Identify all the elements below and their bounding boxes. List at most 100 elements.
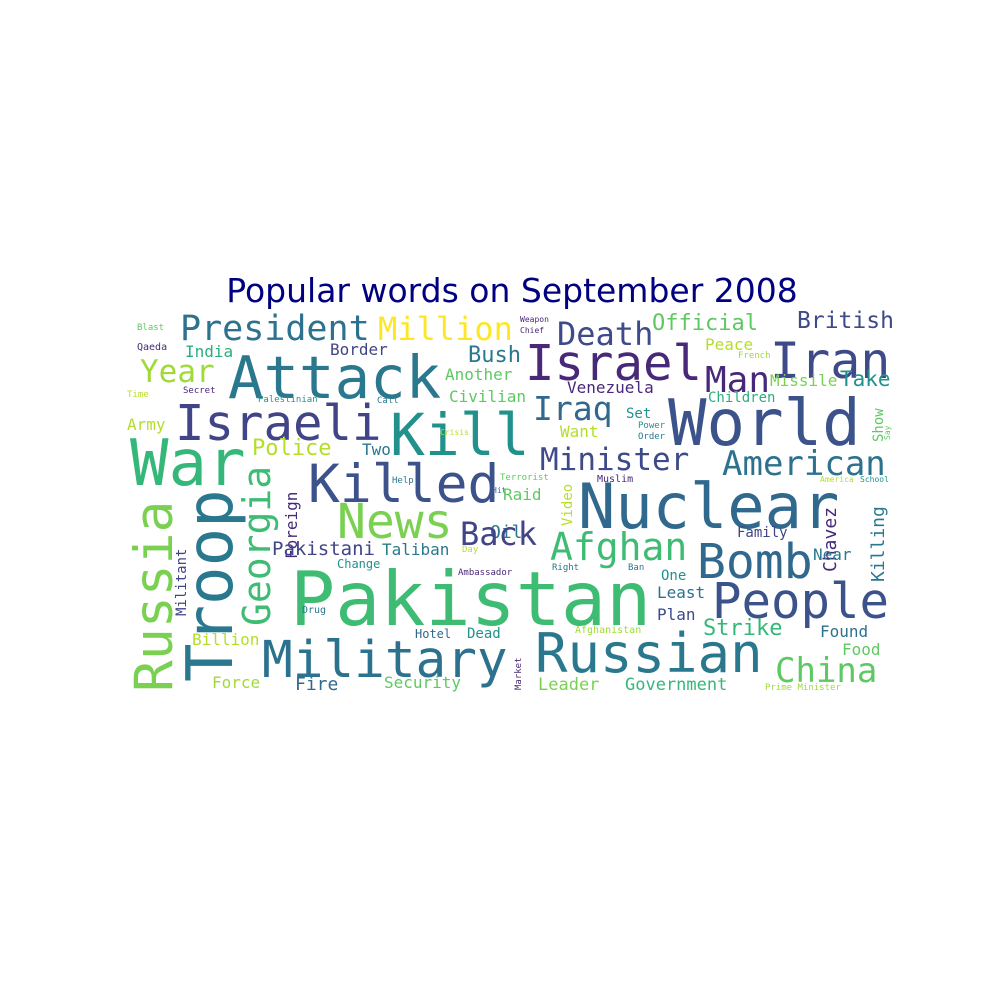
word: Iran: [770, 332, 890, 390]
word: Army: [127, 415, 166, 434]
word: Want: [560, 422, 599, 441]
word: Minister: [540, 442, 689, 478]
word: Muslim: [597, 474, 633, 485]
word: Qaeda: [137, 342, 167, 353]
word: Killing: [868, 506, 889, 582]
word: Plan: [657, 605, 696, 624]
word: Order: [638, 432, 666, 442]
word: Palestinian: [258, 395, 318, 405]
word: Blast: [137, 323, 164, 333]
word: British: [797, 308, 894, 334]
word: President: [180, 309, 370, 349]
word: Found: [820, 622, 868, 641]
word: Weapon: [520, 315, 549, 324]
word: Back: [460, 515, 537, 553]
word: Drug: [302, 605, 326, 616]
word: Hit: [492, 486, 507, 495]
word: Police: [252, 436, 331, 461]
word: Set: [626, 406, 651, 422]
word: Year: [140, 354, 215, 390]
word: Raid: [503, 485, 542, 504]
word: America: [820, 475, 854, 484]
word: Force: [212, 673, 260, 692]
word: World: [668, 387, 861, 461]
word: Family: [737, 525, 788, 541]
word: Billion: [192, 630, 259, 649]
word: Fire: [295, 674, 338, 695]
word: Civilian: [449, 387, 526, 406]
word: China: [775, 651, 877, 691]
word: Two: [362, 440, 391, 459]
word: Taliban: [382, 540, 449, 559]
word: Security: [384, 673, 461, 692]
word: Bush: [468, 343, 521, 368]
word: Least: [657, 583, 705, 602]
word: Military: [262, 631, 508, 690]
word: Children: [708, 390, 775, 406]
word: Georgia: [235, 466, 279, 626]
word: Change: [337, 557, 380, 571]
word: Ambassador: [458, 568, 513, 578]
word: Venezuela: [567, 378, 654, 397]
chart-title: Popular words on September 2008: [226, 271, 798, 310]
word: Pakistani: [272, 538, 375, 560]
word: Oil: [490, 522, 523, 543]
word: India: [185, 342, 233, 361]
word: Prime Minister: [765, 683, 841, 693]
word: War: [130, 427, 246, 501]
word: Troop: [174, 489, 248, 682]
word: Dead: [467, 626, 501, 642]
word: Ban: [628, 563, 644, 573]
word: Strike: [703, 616, 782, 641]
word: Attack: [228, 343, 441, 412]
word: Israel: [525, 335, 702, 392]
word: Missile: [770, 371, 837, 390]
word: Take: [840, 367, 891, 391]
word: News: [337, 494, 453, 550]
word: Another: [445, 365, 513, 384]
word: Bomb: [697, 534, 813, 590]
word: Border: [330, 340, 388, 359]
word: One: [661, 568, 686, 584]
word: School: [860, 475, 889, 484]
word: People: [712, 573, 889, 630]
word: Afghan: [550, 525, 687, 569]
word: Hotel: [415, 627, 451, 641]
word: Say: [883, 425, 892, 440]
word: Video: [560, 484, 576, 526]
word: Near: [813, 545, 852, 564]
word: Foreign: [282, 492, 301, 559]
word: Chavez: [820, 507, 841, 572]
word: Time: [127, 390, 149, 400]
word: Iraq: [533, 389, 612, 428]
word: Killed: [308, 454, 499, 515]
word: Leader: [538, 675, 599, 695]
word: Russian: [535, 622, 763, 685]
word: Man: [705, 360, 770, 401]
word: Show: [871, 408, 887, 442]
word: Government: [625, 675, 727, 695]
word: Official: [652, 311, 758, 336]
word: Israeli: [175, 395, 382, 452]
word: Nuclear: [578, 470, 839, 543]
word: Day: [462, 545, 479, 555]
word: Kill: [390, 401, 530, 469]
word: Market: [514, 657, 524, 690]
word: Secret: [183, 386, 216, 396]
word: Crisis: [440, 428, 469, 437]
word: Pakistan: [290, 555, 651, 643]
word: Food: [842, 640, 881, 659]
word: Russia: [124, 501, 185, 692]
word: Million: [378, 310, 513, 348]
word: Afghanistan: [575, 625, 641, 636]
word: Death: [557, 315, 653, 353]
word: Right: [552, 563, 579, 573]
word: American: [722, 444, 886, 484]
word: Terrorist: [500, 473, 549, 483]
word: Call: [377, 396, 399, 406]
word: Help: [392, 476, 414, 486]
word: Peace: [705, 335, 753, 354]
word: Militant: [174, 549, 190, 616]
word: Chief: [520, 326, 544, 335]
